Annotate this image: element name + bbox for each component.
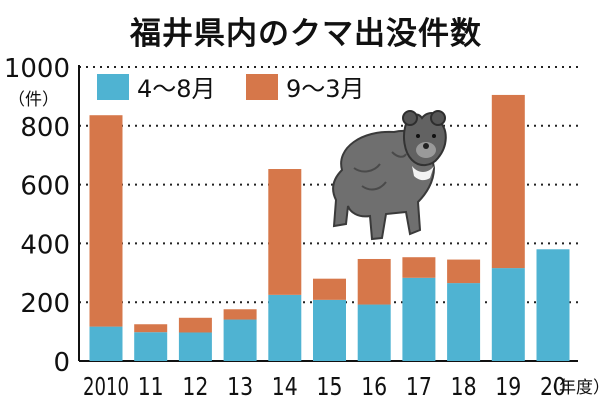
bar-sep-mar bbox=[402, 257, 436, 278]
bar-sep-mar bbox=[89, 115, 123, 327]
legend-swatch-apr-aug bbox=[97, 74, 129, 100]
chart-title: 福井県内のクマ出没件数 bbox=[130, 16, 482, 52]
y-tick-label: 600 bbox=[20, 172, 70, 202]
bar-sep-mar bbox=[313, 278, 346, 300]
x-tick-label: 15 bbox=[317, 372, 343, 401]
bar-apr-aug bbox=[268, 294, 302, 361]
bar-apr-aug bbox=[447, 283, 481, 361]
bar-apr-aug bbox=[491, 268, 525, 361]
x-tick-label: 16 bbox=[361, 372, 387, 401]
bar-sep-mar bbox=[491, 94, 525, 269]
bar-sep-mar bbox=[223, 309, 257, 320]
bar-apr-aug bbox=[178, 332, 212, 361]
bar-sep-mar bbox=[178, 317, 212, 333]
x-tick-label: 2010 bbox=[83, 372, 129, 401]
y-tick-label: 0 bbox=[53, 348, 70, 378]
bar-apr-aug bbox=[223, 319, 257, 361]
bar-sep-mar bbox=[447, 259, 481, 284]
x-tick-label: 19 bbox=[495, 372, 521, 401]
y-tick-label: 800 bbox=[20, 113, 70, 143]
legend-swatch-sep-mar bbox=[246, 74, 278, 100]
x-tick-label: 11 bbox=[138, 372, 164, 401]
bar-sep-mar bbox=[268, 169, 302, 295]
legend-label-sep-mar: 9～3月 bbox=[286, 75, 365, 103]
x-tick-label: 14 bbox=[272, 372, 298, 401]
x-tick-label: 13 bbox=[227, 372, 253, 401]
bear-illustration bbox=[332, 110, 447, 241]
y-tick-label: 400 bbox=[20, 230, 70, 260]
bear-icon bbox=[332, 110, 447, 241]
bar-apr-aug bbox=[313, 299, 346, 361]
y-tick-label: 1000 bbox=[4, 54, 70, 84]
legend-background bbox=[92, 71, 397, 103]
legend-label-apr-aug: 4～8月 bbox=[137, 75, 216, 103]
bar-apr-aug bbox=[357, 304, 391, 361]
bar-sep-mar bbox=[357, 258, 391, 305]
x-tick-label: 12 bbox=[182, 372, 208, 401]
x-tick-label: 20 bbox=[540, 372, 566, 401]
bar-apr-aug bbox=[89, 326, 123, 361]
x-axis-unit: （年度） bbox=[542, 378, 600, 398]
bar-apr-aug bbox=[402, 277, 436, 361]
bar-sep-mar bbox=[134, 324, 168, 333]
x-tick-label: 17 bbox=[406, 372, 432, 401]
bar-apr-aug bbox=[134, 332, 168, 361]
y-tick-label: 200 bbox=[20, 289, 70, 319]
x-tick-label: 18 bbox=[451, 372, 477, 401]
bar-apr-aug bbox=[536, 249, 570, 361]
legend: 4～8月 9～3月 bbox=[92, 71, 397, 103]
y-axis-unit: （件） bbox=[8, 90, 59, 110]
